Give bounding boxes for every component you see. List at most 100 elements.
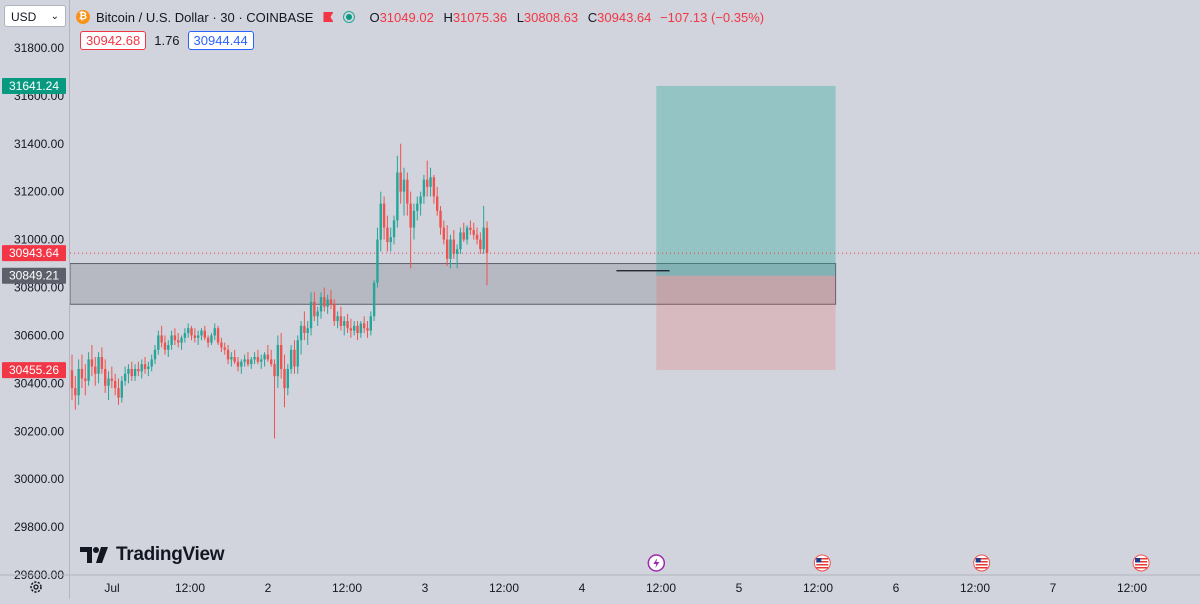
candle-body xyxy=(426,179,429,187)
gear-icon[interactable] xyxy=(29,580,43,594)
time-tick-label: 12:00 xyxy=(960,581,990,595)
candle-body xyxy=(226,349,230,360)
price-tick-label: 31400.00 xyxy=(14,137,64,151)
candle-body xyxy=(386,227,389,242)
candle-body xyxy=(140,364,143,372)
candle-body xyxy=(409,203,412,228)
price-tick-label: 31000.00 xyxy=(14,233,64,247)
candle-body xyxy=(233,356,236,362)
time-tick-label: 12:00 xyxy=(1117,581,1147,595)
candle-body xyxy=(196,335,200,338)
candle-body xyxy=(482,227,485,250)
candle-body xyxy=(263,354,266,360)
candle-body xyxy=(177,340,180,343)
candle-body xyxy=(107,378,110,386)
candle-body xyxy=(84,378,87,381)
candle-body xyxy=(167,345,170,350)
us-flag-icon-stripe xyxy=(816,561,829,563)
candle-body xyxy=(289,349,293,369)
price-tick-label: 30000.00 xyxy=(14,472,64,486)
high-value: 31075.36 xyxy=(452,9,508,25)
candle-body xyxy=(220,342,223,348)
candle-body xyxy=(329,299,333,305)
candle-body xyxy=(313,301,316,317)
candle-body xyxy=(439,210,442,228)
price-tick-label: 30800.00 xyxy=(14,281,64,295)
candle-body xyxy=(100,356,104,369)
currency-selector[interactable]: USD ⌄ xyxy=(4,5,66,27)
us-flag-icon-stripe xyxy=(1135,567,1148,569)
candle-body xyxy=(117,388,120,398)
flag-icon[interactable] xyxy=(323,12,334,22)
candle-body xyxy=(180,337,183,343)
candle-body xyxy=(399,172,402,192)
candle-body xyxy=(323,297,326,307)
candle-body xyxy=(475,234,479,240)
us-flag-icon-stripe xyxy=(816,567,829,569)
us-flag-icon-stripe xyxy=(975,561,988,563)
candle-body xyxy=(113,380,117,389)
candle-body xyxy=(303,325,306,334)
candle-body xyxy=(133,368,137,377)
candle-body xyxy=(353,325,356,331)
candle-body xyxy=(286,368,289,389)
candle-body xyxy=(127,368,130,374)
candle-body xyxy=(442,227,446,240)
candle-body xyxy=(110,378,114,381)
candle-body xyxy=(74,388,77,396)
us-flag-icon xyxy=(1132,554,1150,572)
candle-body xyxy=(90,359,94,367)
candle-body xyxy=(372,282,376,317)
candle-body xyxy=(346,321,349,329)
price-tick-label: 31200.00 xyxy=(14,185,64,199)
time-tick-label: 12:00 xyxy=(646,581,676,595)
sell-button[interactable]: 30942.68 xyxy=(80,31,147,50)
candle-body xyxy=(479,239,482,250)
candle-body xyxy=(309,301,313,329)
quote-row: 30942.68 1.76 30944.44 xyxy=(80,31,254,50)
candle-body xyxy=(389,237,392,242)
candle-body xyxy=(396,172,399,221)
time-tick-label: 12:00 xyxy=(332,581,362,595)
close-label: C xyxy=(587,9,598,25)
candle-body xyxy=(296,340,299,367)
candle-body xyxy=(333,304,336,322)
time-tick-label: 4 xyxy=(579,581,586,595)
us-flag-icon xyxy=(813,554,831,572)
us-flag-icon-stripe xyxy=(975,567,988,569)
candle-body xyxy=(279,345,283,369)
candle-body xyxy=(422,179,426,197)
time-tick-label: 7 xyxy=(1050,581,1057,595)
buy-button[interactable]: 30944.44 xyxy=(187,31,254,50)
price-tick-label: 31800.00 xyxy=(14,41,64,55)
tradingview-logo[interactable]: TradingView xyxy=(80,544,225,566)
candle-body xyxy=(452,239,455,254)
candle-body xyxy=(157,335,160,350)
candle-body xyxy=(293,349,296,367)
candle-body xyxy=(459,232,462,250)
candle-body xyxy=(306,328,309,334)
symbol-legend: ₿ Bitcoin / U.S. Dollar · 30 · COINBASE … xyxy=(76,8,764,26)
candle-body xyxy=(243,359,246,362)
symbol-title[interactable]: Bitcoin / U.S. Dollar · 30 · COINBASE xyxy=(96,9,314,25)
us-flag-icon-canton xyxy=(975,558,981,563)
chevron-down-icon: ⌄ xyxy=(50,11,59,22)
candle-body xyxy=(343,321,346,326)
us-flag-icon-stripe xyxy=(1135,561,1148,563)
time-tick-label: 3 xyxy=(422,581,429,595)
us-flag-icon-stripe xyxy=(1135,564,1148,566)
brand-name: TradingView xyxy=(116,544,225,565)
us-flag-icon-ring xyxy=(1132,554,1150,572)
us-flag-icon-stripe xyxy=(816,564,829,566)
candle-body xyxy=(382,203,386,228)
currency-label: USD xyxy=(11,10,37,24)
candle-body xyxy=(123,373,127,381)
candle-body xyxy=(432,177,436,197)
market-status-icon[interactable] xyxy=(343,11,356,23)
candle-body xyxy=(163,342,167,350)
time-tick-label: 12:00 xyxy=(489,581,519,595)
candle-body xyxy=(455,249,459,254)
candle-body xyxy=(445,239,449,259)
